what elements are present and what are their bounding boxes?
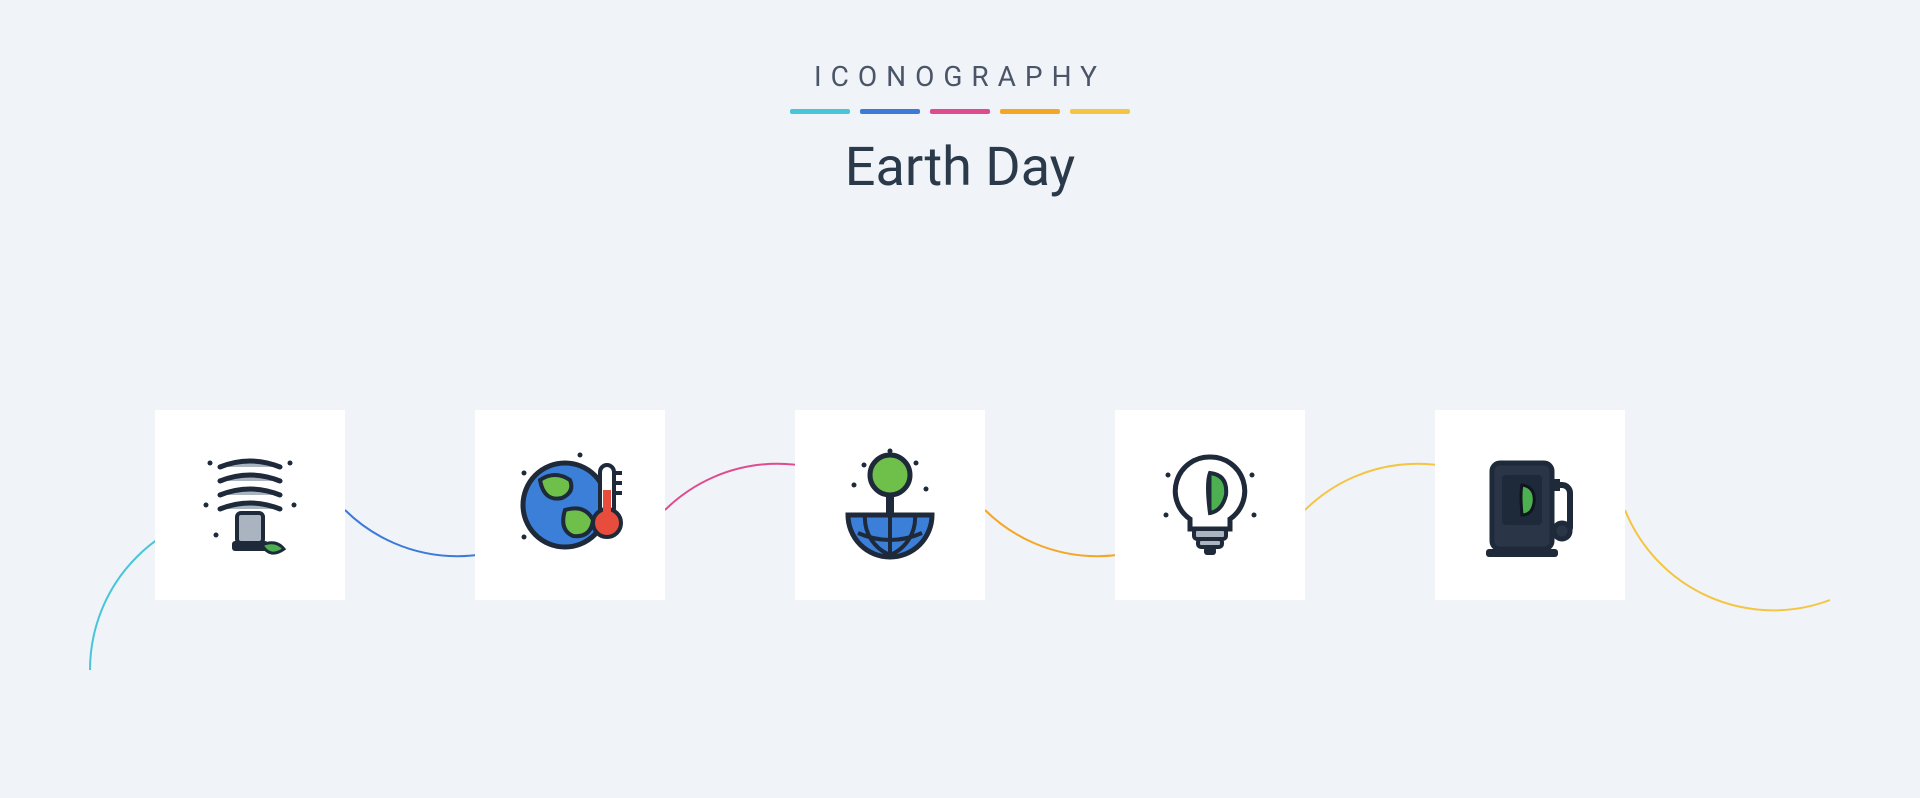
bar-teal bbox=[790, 109, 850, 114]
brand-label: ICONOGRAPHY bbox=[0, 60, 1920, 93]
tile-global-warming bbox=[475, 410, 665, 600]
tile-plant-globe bbox=[795, 410, 985, 600]
bar-yellow bbox=[1070, 109, 1130, 114]
eco-fuel-station-icon bbox=[1470, 445, 1590, 565]
header: ICONOGRAPHY Earth Day bbox=[0, 60, 1920, 199]
tile-eco-fuel bbox=[1435, 410, 1625, 600]
bar-blue bbox=[860, 109, 920, 114]
page-title: Earth Day bbox=[0, 136, 1920, 199]
tile-energy-bulb bbox=[155, 410, 345, 600]
plant-globe-icon bbox=[830, 445, 950, 565]
eco-lightbulb-icon bbox=[1150, 445, 1270, 565]
bar-pink bbox=[930, 109, 990, 114]
wave-row bbox=[0, 290, 1920, 730]
energy-bulb-icon bbox=[190, 445, 310, 565]
accent-bars bbox=[0, 109, 1920, 114]
bar-orange bbox=[1000, 109, 1060, 114]
tile-eco-lightbulb bbox=[1115, 410, 1305, 600]
global-warming-icon bbox=[510, 445, 630, 565]
